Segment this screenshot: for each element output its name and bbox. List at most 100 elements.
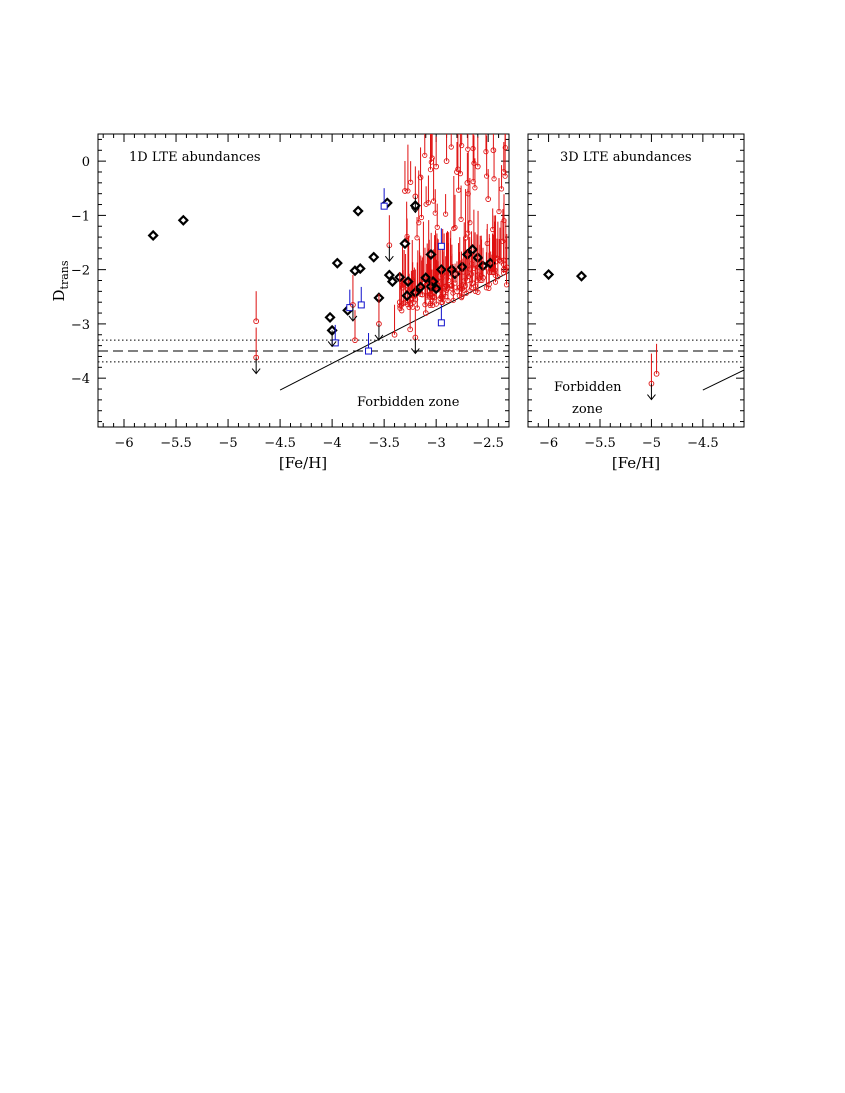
- data-point: [503, 282, 509, 288]
- data-point: [433, 301, 439, 307]
- data-point: [443, 211, 449, 217]
- data-point: [472, 185, 478, 191]
- data-point-square: [380, 202, 388, 210]
- y-axis-label-main: D: [50, 289, 68, 301]
- data-point: [450, 297, 456, 303]
- data-point: [479, 277, 485, 283]
- data-point-diamond: [425, 248, 437, 261]
- y-tick-label: −3: [71, 318, 90, 333]
- upper-limit-arrowhead: [374, 334, 384, 341]
- data-point-square: [357, 301, 365, 309]
- data-point-circle: [490, 147, 497, 154]
- data-point: [434, 224, 440, 230]
- data-point-circle: [407, 326, 414, 333]
- upper-limit-arrowhead: [384, 255, 394, 263]
- data-point-square: [365, 347, 373, 355]
- data-point: [400, 285, 406, 291]
- data-point-diamond: [415, 281, 427, 293]
- data-point: [448, 144, 454, 150]
- axis-ticks: [527, 134, 745, 427]
- data-point-diamond: [543, 268, 555, 281]
- data-point-circle: [253, 318, 260, 325]
- data-point-circle: [500, 266, 507, 273]
- data-point-diamond: [324, 311, 336, 323]
- data-point: [456, 293, 462, 299]
- y-tick-label: 0: [82, 155, 90, 170]
- data-point-diamond: [386, 276, 399, 288]
- data-point-square: [346, 304, 354, 312]
- data-point-diamond: [402, 276, 414, 288]
- upper-limit-arrowhead: [410, 207, 420, 214]
- tick-labels: −6 −5.5 −5 −4.5: [539, 436, 719, 451]
- reference-lines: [528, 339, 744, 391]
- data-point: [455, 166, 461, 172]
- data-point-diamond: [368, 251, 380, 263]
- data-point: [483, 149, 489, 155]
- data-point: [496, 208, 502, 215]
- upper-limit-arrowhead: [647, 394, 656, 401]
- data-point: [452, 224, 458, 231]
- data-point: [492, 279, 499, 285]
- data-point-circle: [443, 158, 450, 164]
- data-point: [500, 270, 507, 276]
- data-point-diamond: [575, 270, 588, 282]
- data-point: [419, 292, 425, 298]
- data-point: [465, 191, 471, 197]
- data-point: [470, 145, 476, 152]
- data-point-circle: [352, 337, 358, 344]
- tick-labels: −6 −5.5 −5 −4.5 −4 −3.5 −3 −2.5 0 −1 −2 −3 −4: [71, 155, 504, 451]
- forbidden-zone-boundary: [702, 369, 744, 391]
- data-point-diamond: [147, 229, 159, 242]
- data-point: [405, 188, 411, 194]
- x-tick-label: −5.5: [584, 436, 616, 451]
- data-point: [484, 173, 490, 179]
- data-point: [398, 301, 405, 307]
- data-point: [500, 238, 506, 244]
- upper-limit-arrowhead: [327, 341, 337, 348]
- upper-limit-arrowhead: [348, 315, 358, 322]
- data-point: [491, 176, 497, 182]
- data-point: [501, 217, 507, 224]
- data-point: [427, 302, 433, 308]
- data-point-circle: [454, 169, 460, 175]
- data-point: [467, 288, 473, 294]
- data-point-diamond: [331, 257, 343, 269]
- data-point-circle: [402, 188, 408, 194]
- x-tick-label: −4.5: [687, 436, 719, 451]
- data-point: [451, 225, 457, 232]
- x-tick-label: −4: [323, 436, 342, 451]
- data-point-diamond: [352, 205, 364, 217]
- data-point-square: [437, 319, 445, 327]
- data-point-circle: [653, 370, 660, 377]
- data-point-circle: [474, 163, 481, 170]
- data-point: [463, 290, 469, 296]
- data-point: [424, 294, 430, 300]
- data-point-diamond: [177, 214, 189, 226]
- data-point: [470, 179, 476, 185]
- panel-label: 3D LTE abundances: [560, 150, 692, 165]
- data-point: [475, 289, 481, 295]
- y-axis-label-sub: trans: [58, 260, 71, 289]
- data-marks: [543, 268, 660, 401]
- data-point: [459, 142, 465, 149]
- data-point: [399, 308, 405, 314]
- x-tick-label: −3: [427, 436, 446, 451]
- data-point-circle: [459, 285, 466, 292]
- data-point-circle: [428, 291, 434, 297]
- data-point-circle: [391, 331, 398, 338]
- upper-limit-arrowhead: [410, 348, 420, 355]
- data-point-circle: [464, 277, 471, 284]
- data-point: [465, 230, 471, 236]
- panel-1d-lte: −6 −5.5 −5 −4.5 −4 −3.5 −3 −2.5 0 −1 −2 −3 −4 1D LTE…: [50, 133, 510, 472]
- data-point-diamond: [383, 269, 395, 281]
- x-tick-label: −5: [218, 436, 237, 451]
- data-point: [431, 198, 437, 204]
- data-point: [437, 295, 443, 302]
- data-point-diamond: [420, 272, 432, 284]
- x-axis-label: [Fe/H]: [612, 454, 660, 472]
- data-point: [422, 302, 428, 308]
- data-point: [425, 200, 432, 206]
- y-tick-label: −2: [71, 264, 90, 279]
- x-tick-label: −4.5: [264, 436, 296, 451]
- y-axis-label: Dtrans: [50, 260, 71, 301]
